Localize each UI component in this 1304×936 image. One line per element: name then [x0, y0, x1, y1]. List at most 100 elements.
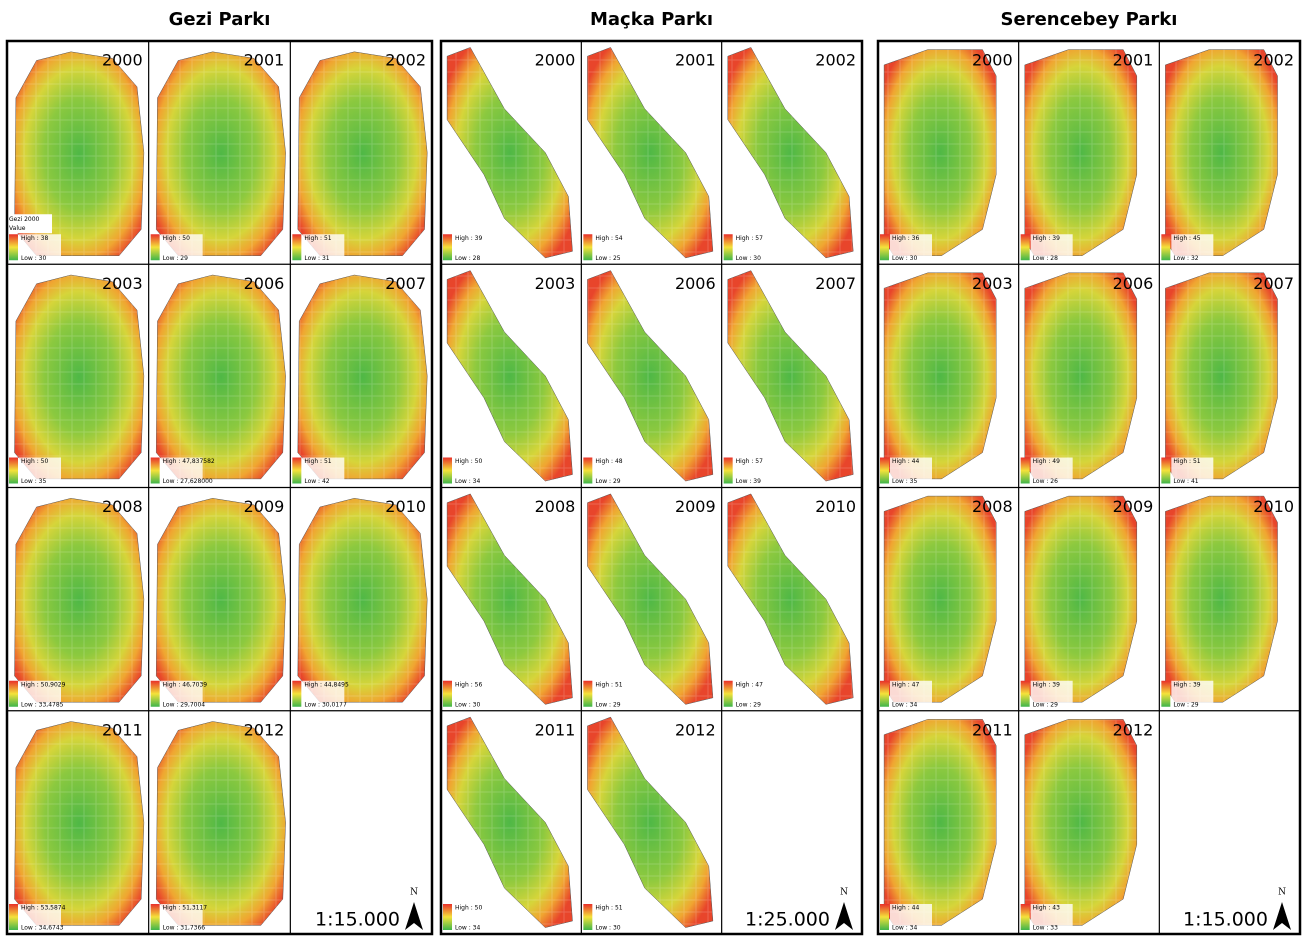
year-label: 2006: [1113, 274, 1154, 293]
north-label: N: [840, 888, 848, 898]
pixel-grid: [1025, 50, 1137, 256]
year-label: 2002: [385, 51, 426, 70]
legend-ramp: [292, 681, 301, 707]
legend-high: High : 53,5874: [21, 905, 66, 912]
legend-low: Low : 30,0177: [304, 701, 347, 708]
legend-ramp: [583, 234, 592, 260]
legend-high: High : 44: [892, 458, 919, 465]
legend-ramp: [583, 458, 592, 484]
legend-low: Low : 28: [1033, 255, 1058, 262]
year-label: 2010: [1253, 497, 1294, 516]
legend-low: Low : 30: [736, 255, 761, 262]
legend-high: High : 47: [892, 681, 919, 688]
pixel-grid: [156, 722, 285, 926]
pixel-grid: [15, 498, 144, 702]
year-label: 2011: [102, 720, 143, 739]
pixel-grid: [156, 498, 285, 702]
legend-high: High : 45: [1173, 235, 1200, 242]
pixel-grid: [1165, 273, 1277, 479]
north-arrow: [1273, 902, 1291, 930]
year-label: 2001: [244, 51, 285, 70]
legend-low: Low : 27,628000: [163, 478, 213, 485]
year-label: 2008: [102, 497, 143, 516]
legend-high: High : 57: [736, 235, 763, 242]
legend-low: Low : 29: [163, 255, 188, 262]
year-label: 2012: [244, 720, 285, 739]
legend-low: Low : 29: [1173, 701, 1198, 708]
scale-label: 1:25.000: [745, 909, 830, 931]
pixel-grid: [728, 271, 853, 482]
legend-high: High : 50: [455, 905, 482, 912]
pixel-grid: [447, 494, 572, 705]
legend-high: High : 39: [1033, 235, 1060, 242]
north-arrow: [405, 902, 423, 930]
legend-ramp: [443, 681, 452, 707]
pixel-grid: [1165, 496, 1277, 702]
year-label: 2006: [675, 274, 716, 293]
legend-subtitle: Value: [9, 225, 26, 232]
legend-ramp: [724, 458, 733, 484]
year-label: 2008: [535, 497, 576, 516]
legend-ramp: [583, 681, 592, 707]
year-label: 2006: [244, 274, 285, 293]
panel-title: Serencebey Parkı: [1001, 9, 1178, 30]
legend-ramp: [724, 681, 733, 707]
legend-high: High : 47,837582: [163, 458, 215, 465]
legend-high: High : 39: [455, 235, 482, 242]
scale-label: 1:15.000: [315, 909, 400, 931]
legend-ramp: [151, 234, 160, 260]
legend-ramp: [443, 234, 452, 260]
legend-high: High : 44: [892, 905, 919, 912]
pixel-grid: [447, 717, 572, 928]
legend-ramp: [292, 234, 301, 260]
legend-ramp: [9, 904, 18, 930]
legend-low: Low : 34: [892, 925, 917, 932]
legend-low: Low : 29,7004: [163, 701, 206, 708]
legend-low: Low : 26: [1033, 478, 1058, 485]
legend-low: Low : 34: [892, 701, 917, 708]
legend-ramp: [9, 458, 18, 484]
year-label: 2000: [102, 51, 143, 70]
legend-high: High : 50: [455, 458, 482, 465]
year-label: 2000: [535, 51, 576, 70]
pixel-grid: [298, 275, 427, 479]
year-label: 2010: [385, 497, 426, 516]
legend-high: High : 39: [1033, 681, 1060, 688]
panel-title: Maçka Parkı: [590, 9, 713, 30]
pixel-grid: [156, 52, 285, 256]
legend-low: Low : 30: [892, 255, 917, 262]
legend-high: High : 46,7039: [163, 681, 208, 688]
legend-low: Low : 30: [595, 925, 620, 932]
north-label: N: [410, 888, 418, 898]
year-label: 2009: [244, 497, 285, 516]
year-label: 2007: [1253, 274, 1294, 293]
legend-ramp: [724, 234, 733, 260]
legend-ramp: [151, 681, 160, 707]
pixel-grid: [15, 275, 144, 479]
pixel-grid: [1025, 719, 1137, 925]
legend-high: High : 51: [595, 681, 622, 688]
legend-high: High : 48: [595, 458, 622, 465]
legend-low: Low : 31: [304, 255, 329, 262]
pixel-grid: [447, 47, 572, 258]
year-label: 2011: [535, 720, 576, 739]
legend-high: High : 51: [1173, 458, 1200, 465]
legend-low: Low : 29: [595, 701, 620, 708]
legend-high: High : 38: [21, 235, 48, 242]
year-label: 2011: [972, 720, 1013, 739]
legend-high: High : 47: [736, 681, 763, 688]
north-label: N: [1278, 888, 1286, 898]
year-label: 2002: [1253, 51, 1294, 70]
year-label: 2009: [1113, 497, 1154, 516]
legend-ramp: [443, 904, 452, 930]
year-label: 2003: [102, 274, 143, 293]
legend-ramp: [1161, 681, 1170, 707]
legend-ramp: [1021, 681, 1030, 707]
year-label: 2000: [972, 51, 1013, 70]
legend-low: Low : 41: [1173, 478, 1198, 485]
legend-low: Low : 29: [1033, 701, 1058, 708]
pixel-grid: [587, 717, 713, 928]
legend-high: High : 36: [892, 235, 919, 242]
legend-low: Low : 42: [304, 478, 329, 485]
pixel-grid: [884, 496, 996, 702]
